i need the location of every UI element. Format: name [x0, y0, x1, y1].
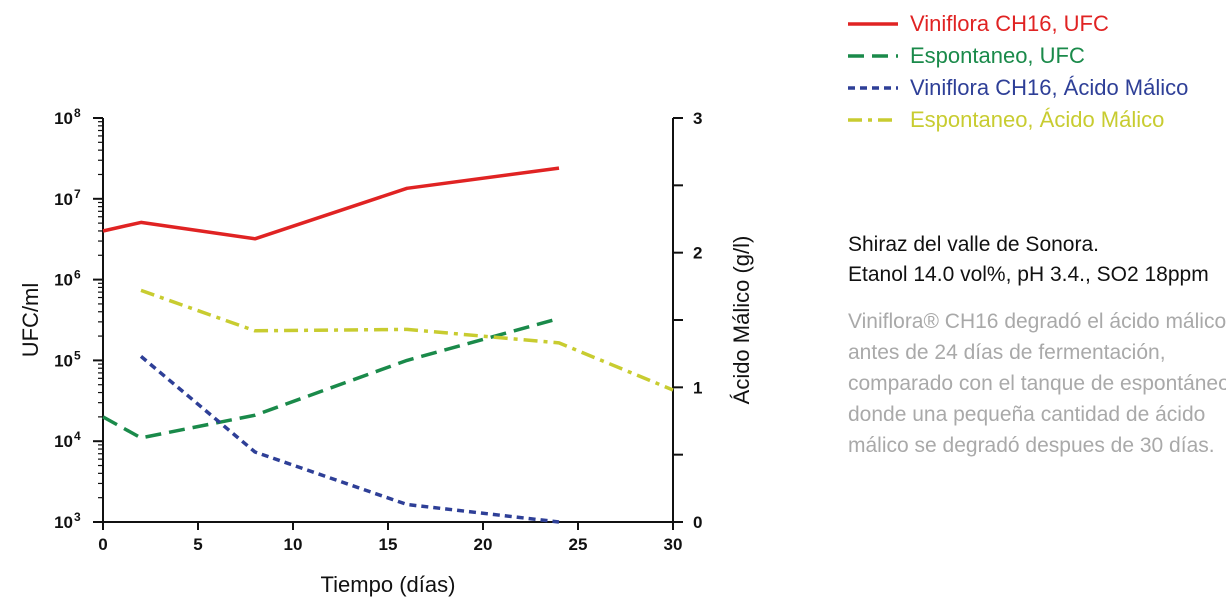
legend: Viniflora CH16, UFC Espontaneo, UFC Vinifl… [848, 8, 1188, 136]
y-right-tick-label: 2 [693, 244, 702, 263]
x-tick-label: 15 [379, 535, 398, 554]
legend-swatch [848, 22, 898, 26]
y-left-tick-exponent: 4 [74, 429, 81, 443]
legend-label: Espontaneo, UFC [910, 43, 1085, 68]
info-body: Viniflora® CH16 degradó el ácido málico … [848, 306, 1226, 461]
legend-swatch [848, 54, 898, 58]
chart-axes [93, 117, 683, 530]
y-left-tick-exponent: 8 [74, 106, 81, 120]
legend-label: Viniflora CH16, UFC [910, 11, 1109, 36]
y-left-axis-title: UFC/ml [18, 283, 43, 358]
y-right-tick-label: 1 [693, 378, 702, 397]
legend-item: Viniflora CH16, UFC [848, 8, 1188, 40]
info-body-line: comparado con el tanque de espontáneo [848, 372, 1226, 395]
y-left-tick-exponent: 7 [74, 187, 81, 201]
series-line-2 [102, 316, 560, 440]
legend-swatch [848, 118, 898, 122]
chart-series [102, 166, 674, 524]
x-tick-label: 10 [284, 535, 303, 554]
series-line-3 [139, 355, 560, 524]
y-left-tick-label: 10 [54, 432, 73, 451]
legend-item: Viniflora CH16, Ácido Málico [848, 72, 1188, 104]
info-title-line-2: Etanol 14.0 vol%, pH 3.4., SO2 18ppm [848, 263, 1209, 286]
y-left-tick-label: 10 [54, 351, 73, 370]
x-tick-label: 25 [569, 535, 588, 554]
info-panel: Shiraz del valle de Sonora. Etanol 14.0 … [848, 230, 1226, 461]
y-left-tick-label: 10 [54, 513, 73, 532]
y-left-tick-label: 10 [54, 271, 73, 290]
legend-item: Espontaneo, Ácido Málico [848, 104, 1188, 136]
series-line-1 [102, 166, 560, 241]
info-body-line: málico se degradó despues de 30 días. [848, 434, 1215, 457]
y-right-tick-label: 0 [693, 513, 702, 532]
x-tick-label: 5 [193, 535, 202, 554]
y-left-tick-exponent: 5 [74, 348, 81, 362]
x-tick-label: 30 [664, 535, 683, 554]
legend-swatch [848, 86, 898, 90]
info-body-line: donde una pequeña cantidad de ácido [848, 403, 1206, 426]
info-title-line-1: Shiraz del valle de Sonora. [848, 233, 1099, 256]
legend-item: Espontaneo, UFC [848, 40, 1188, 72]
y-right-tick-label: 3 [693, 109, 702, 128]
legend-label: Viniflora CH16, Ácido Málico [910, 75, 1189, 100]
y-left-tick-label: 10 [54, 190, 73, 209]
x-axis-title: Tiempo (días) [321, 572, 456, 597]
y-left-tick-label: 10 [54, 109, 73, 128]
info-body-line: Viniflora® CH16 degradó el ácido málico [848, 310, 1226, 333]
y-right-axis-title: Ácido Málico (g/l) [729, 236, 754, 405]
series-line-4 [140, 288, 674, 392]
x-tick-label: 20 [474, 535, 493, 554]
y-left-tick-exponent: 3 [74, 510, 81, 524]
x-tick-label: 0 [98, 535, 107, 554]
y-left-tick-exponent: 6 [74, 268, 81, 282]
info-body-line: antes de 24 días de fermentación, [848, 341, 1166, 364]
legend-label: Espontaneo, Ácido Málico [910, 107, 1165, 132]
